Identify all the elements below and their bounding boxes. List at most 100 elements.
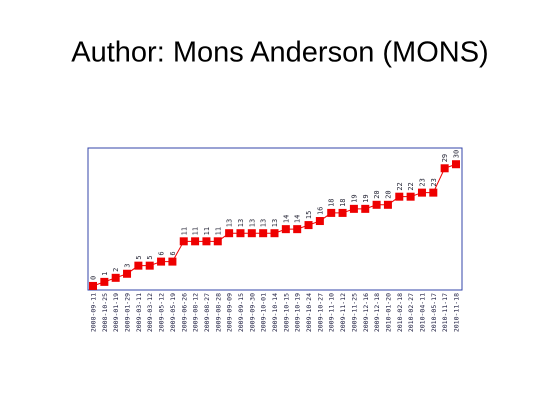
marker	[259, 229, 268, 238]
marker	[157, 257, 166, 266]
data-label: 14	[282, 215, 290, 223]
data-label: 1	[101, 272, 109, 276]
x-tick-label: 2009-10-01	[260, 293, 268, 332]
marker	[247, 229, 256, 238]
x-tick-label: 2009-05-12	[158, 293, 166, 332]
data-label: 6	[158, 251, 166, 255]
x-tick-label: 2009-10-27	[316, 293, 324, 332]
x-tick-label: 2009-11-12	[339, 293, 347, 332]
x-tick-label: 2010-02-27	[407, 293, 415, 332]
x-tick-label: 2009-10-15	[282, 293, 290, 332]
data-label: 19	[350, 194, 358, 202]
data-label: 18	[328, 198, 336, 206]
x-tick-label: 2009-12-16	[362, 293, 370, 332]
data-label: 19	[362, 194, 370, 202]
marker	[123, 269, 132, 278]
x-tick-label: 2009-10-14	[271, 293, 279, 332]
data-label: 2	[112, 268, 120, 272]
x-tick-label: 2008-09-11	[90, 293, 98, 332]
x-tick-label: 2009-09-30	[248, 293, 256, 332]
marker	[304, 221, 313, 230]
marker	[202, 237, 211, 246]
marker	[281, 225, 290, 234]
x-tick-label: 2009-11-10	[328, 293, 336, 332]
marker	[179, 237, 188, 246]
x-tick-label: 2009-10-19	[294, 293, 302, 332]
marker	[429, 188, 438, 197]
x-tick-label: 2010-11-17	[441, 293, 449, 332]
data-label: 0	[90, 276, 98, 280]
marker	[361, 204, 370, 213]
marker	[315, 217, 324, 226]
marker	[452, 160, 460, 169]
data-label: 23	[430, 178, 438, 186]
x-tick-label: 2009-10-24	[305, 293, 313, 332]
marker	[383, 200, 392, 209]
marker	[145, 261, 154, 270]
marker	[134, 261, 143, 270]
marker	[168, 257, 177, 266]
x-tick-label: 2009-09-09	[226, 293, 234, 332]
marker	[395, 192, 404, 201]
x-tick-label: 2009-08-27	[203, 293, 211, 332]
marker	[417, 188, 426, 197]
data-label: 29	[441, 154, 449, 162]
data-label: 20	[373, 190, 381, 198]
data-label: 11	[192, 227, 200, 235]
data-label: 20	[384, 190, 392, 198]
marker	[327, 208, 336, 217]
marker	[100, 277, 109, 286]
data-label: 23	[418, 178, 426, 186]
data-label: 22	[407, 182, 415, 190]
x-tick-label: 2010-05-17	[430, 293, 438, 332]
x-tick-label: 2009-05-19	[169, 293, 177, 332]
marker	[406, 192, 415, 201]
marker	[191, 237, 200, 246]
data-label: 13	[260, 219, 268, 227]
x-tick-label: 2009-03-11	[135, 293, 143, 332]
data-label: 3	[124, 264, 132, 268]
x-tick-label: 2009-06-26	[180, 293, 188, 332]
marker	[338, 208, 347, 217]
marker	[293, 225, 302, 234]
marker	[270, 229, 279, 238]
x-tick-label: 2009-08-28	[214, 293, 222, 332]
data-label: 11	[214, 227, 222, 235]
x-tick-label: 2009-01-29	[124, 293, 132, 332]
x-tick-label: 2009-01-19	[112, 293, 120, 332]
data-label: 30	[453, 150, 461, 158]
data-label: 18	[339, 198, 347, 206]
data-label: 6	[169, 251, 177, 255]
marker	[440, 164, 449, 173]
marker	[111, 273, 120, 282]
x-tick-label: 2009-03-12	[146, 293, 154, 332]
data-label: 13	[271, 219, 279, 227]
x-tick-label: 2008-10-25	[101, 293, 109, 332]
data-label: 5	[135, 255, 143, 259]
data-label: 15	[305, 211, 313, 219]
data-label: 13	[226, 219, 234, 227]
x-tick-label: 2010-02-18	[396, 293, 404, 332]
marker	[236, 229, 245, 238]
data-label: 22	[396, 182, 404, 190]
marker	[225, 229, 234, 238]
x-tick-label: 2010-04-11	[418, 293, 426, 332]
marker	[372, 200, 381, 209]
x-tick-label: 2009-09-15	[237, 293, 245, 332]
marker	[89, 281, 97, 290]
x-tick-label: 2010-11-18	[453, 293, 461, 332]
data-label: 11	[203, 227, 211, 235]
data-label: 16	[316, 207, 324, 215]
data-label: 14	[294, 215, 302, 223]
data-label: 5	[146, 255, 154, 259]
marker	[213, 237, 222, 246]
data-label: 11	[180, 227, 188, 235]
x-tick-label: 2009-08-12	[192, 293, 200, 332]
data-label: 13	[248, 219, 256, 227]
slide-title: Author: Mons Anderson (MONS)	[71, 37, 488, 69]
x-tick-label: 2010-01-20	[384, 293, 392, 332]
x-tick-label: 2009-11-25	[350, 293, 358, 332]
data-label: 13	[237, 219, 245, 227]
